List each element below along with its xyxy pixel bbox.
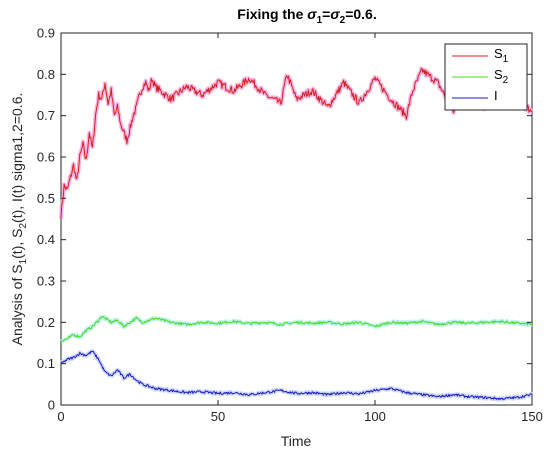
legend: S1 S2 I — [444, 43, 528, 111]
y-tick-label: 0.8 — [37, 67, 55, 82]
x-tick-label: 150 — [521, 409, 543, 424]
series-line-s2 — [60, 316, 533, 342]
series-layer — [59, 66, 534, 402]
x-axis-label: Time — [281, 433, 312, 449]
y-tick-label: 0.1 — [37, 356, 55, 371]
chart-title: Fixing the σ1=σ2=0.6. — [237, 6, 376, 26]
y-tick-label: 0.6 — [37, 150, 55, 165]
series-line-s1 — [60, 67, 532, 219]
x-tick-label: 50 — [211, 409, 225, 424]
y-tick-label: 0.2 — [37, 315, 55, 330]
y-axis-label: Analysis of S1(t), S2(t), I(t) sigma1,2=… — [9, 93, 29, 346]
x-axis: 0 50 100 150 — [57, 33, 543, 424]
legend-label-s1: S1 — [494, 46, 509, 65]
y-tick-label: 0.9 — [37, 26, 55, 41]
series-line-i — [60, 350, 533, 401]
y-tick-label: 0 — [48, 398, 55, 413]
x-tick-label: 0 — [57, 409, 64, 424]
y-tick-label: 0.5 — [37, 191, 55, 206]
y-tick-label: 0.7 — [37, 108, 55, 123]
legend-label-i: I — [494, 88, 498, 103]
x-tick-label: 100 — [364, 409, 386, 424]
y-tick-label: 0.4 — [37, 232, 55, 247]
legend-label-s2: S2 — [494, 67, 509, 86]
y-tick-label: 0.3 — [37, 274, 55, 289]
y-axis: 0 0.1 0.2 0.3 0.4 0.5 0.6 0.7 0.8 0.9 — [37, 26, 532, 413]
